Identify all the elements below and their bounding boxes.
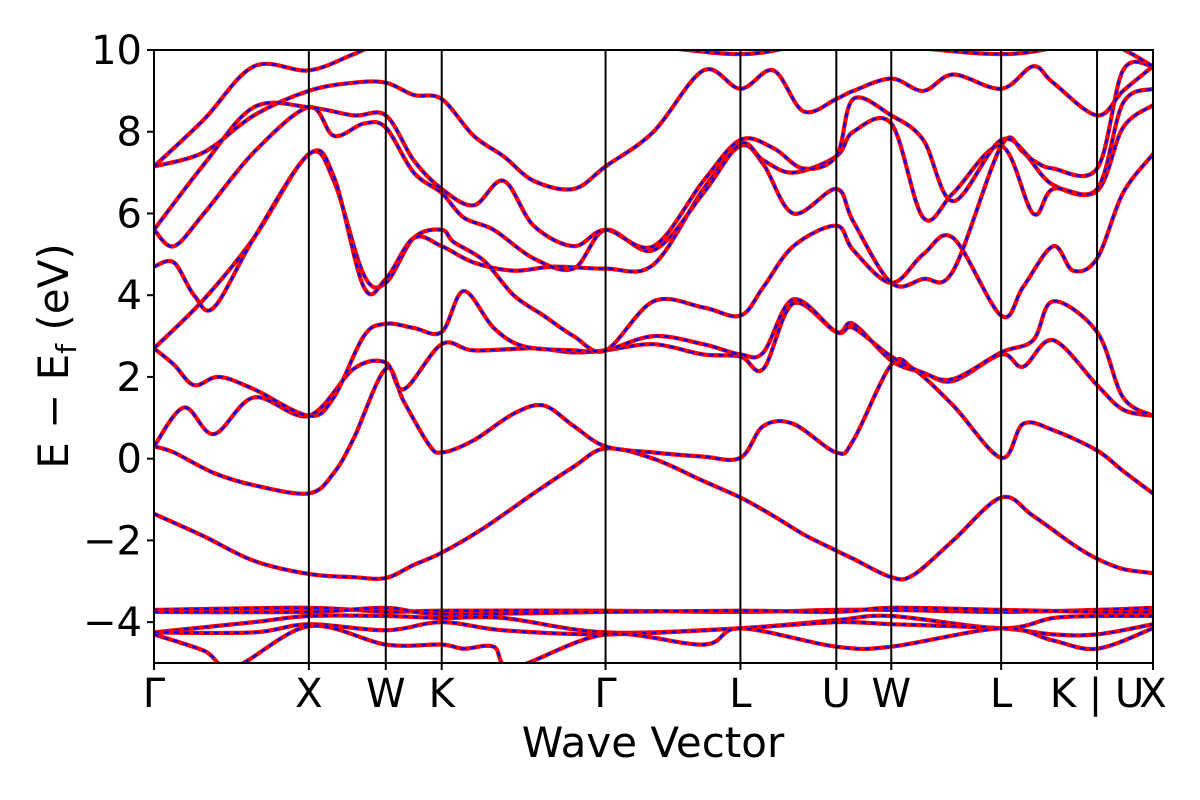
band-line-5: [154, 103, 1153, 313]
y-axis-title-unit: (eV): [29, 243, 78, 344]
band-line-3: [154, 289, 1153, 419]
high-symmetry-lines: [307, 50, 1099, 663]
band-lines: [154, 50, 1153, 663]
x-tick-label-10: X: [1139, 671, 1166, 717]
y-axis-title-sub: f: [50, 343, 83, 354]
band-dashed-14: [154, 624, 1153, 663]
y-tick-label-7: 10: [91, 28, 142, 74]
y-axis-ticks: −4 −2 0 2 4 6 8 10: [83, 28, 154, 646]
band-dashed-1: [154, 357, 1153, 495]
x-tick-label-9: K | U: [1050, 671, 1144, 717]
y-tick-label-4: 4: [117, 273, 142, 319]
y-tick-label-5: 6: [117, 191, 142, 237]
band-dashed-6: [154, 87, 1153, 272]
band-line-2: [154, 300, 1153, 449]
band-dashed-7: [154, 60, 1153, 250]
y-axis-title: E − Ef (eV): [29, 243, 83, 469]
band-dashed-4: [154, 150, 1153, 353]
band-dashed-0: [154, 447, 1153, 581]
band-dashed-9: [154, 50, 1153, 168]
y-tick-label-0: −4: [83, 600, 142, 646]
x-tick-label-4: Γ: [594, 671, 617, 717]
x-tick-label-1: X: [295, 671, 322, 717]
band-line-0: [154, 446, 1153, 582]
y-tick-label-6: 8: [117, 110, 142, 156]
x-tick-label-2: W: [366, 671, 406, 717]
band-line-1: [154, 356, 1153, 496]
y-tick-label-2: 0: [117, 437, 142, 483]
x-tick-label-6: U: [822, 671, 851, 717]
x-tick-label-7: W: [871, 671, 911, 717]
x-tick-label-0: Γ: [143, 671, 166, 717]
band-dashed-2: [154, 301, 1153, 448]
band-dashed-11: [154, 606, 1153, 616]
x-axis-title: Wave Vector: [522, 718, 785, 767]
x-tick-label-8: L: [990, 671, 1013, 717]
band-line-6: [154, 86, 1153, 273]
y-tick-label-3: 2: [117, 355, 142, 401]
band-dashed-5: [154, 104, 1153, 312]
y-axis-title-main: E − E: [29, 354, 78, 469]
plot-frame: [153, 49, 1154, 664]
x-tick-label-5: L: [729, 671, 752, 717]
y-tick-label-1: −2: [83, 518, 142, 564]
band-dashed-8: [154, 65, 1153, 191]
band-dashed-12: [154, 614, 1153, 635]
x-tick-label-3: K: [429, 671, 457, 717]
band-line-8: [154, 64, 1153, 192]
